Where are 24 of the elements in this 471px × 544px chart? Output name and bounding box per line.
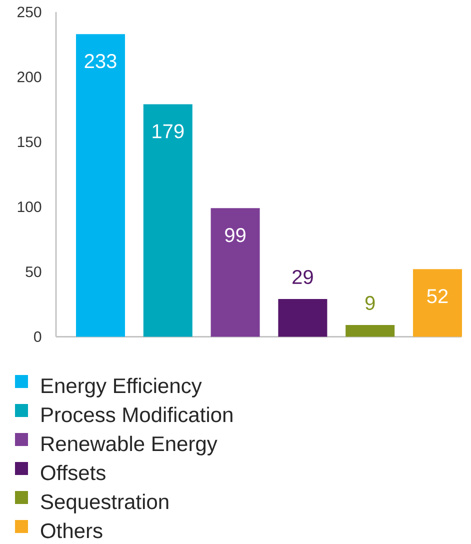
y-tick-label: 50	[26, 266, 42, 278]
bar	[143, 104, 192, 337]
legend-label: Offsets	[40, 464, 106, 480]
legend-label: Process Modification	[42, 406, 232, 422]
bar	[210, 208, 260, 337]
y-tick-label: 150	[18, 136, 42, 148]
bar	[346, 325, 395, 337]
y-tick-label: 0	[34, 331, 42, 342]
legend-label: Others	[40, 522, 102, 538]
data-label: 52	[427, 289, 448, 304]
legend-label: Renewable Energy	[42, 436, 218, 456]
y-tick-label: 100	[18, 202, 42, 212]
data-label: 9	[365, 296, 375, 310]
data-label: 99	[225, 228, 246, 242]
y-tick-label: 200	[18, 72, 42, 82]
data-label: 179	[152, 124, 184, 138]
data-label: 233	[84, 54, 116, 68]
bar	[412, 269, 462, 337]
data-label: 29	[292, 270, 313, 284]
legend-label: Energy Efficiency	[42, 378, 202, 398]
legend-label: Sequestration	[40, 494, 168, 514]
y-tick-label: 250	[18, 6, 42, 18]
bar	[76, 34, 125, 337]
bar	[278, 299, 328, 337]
